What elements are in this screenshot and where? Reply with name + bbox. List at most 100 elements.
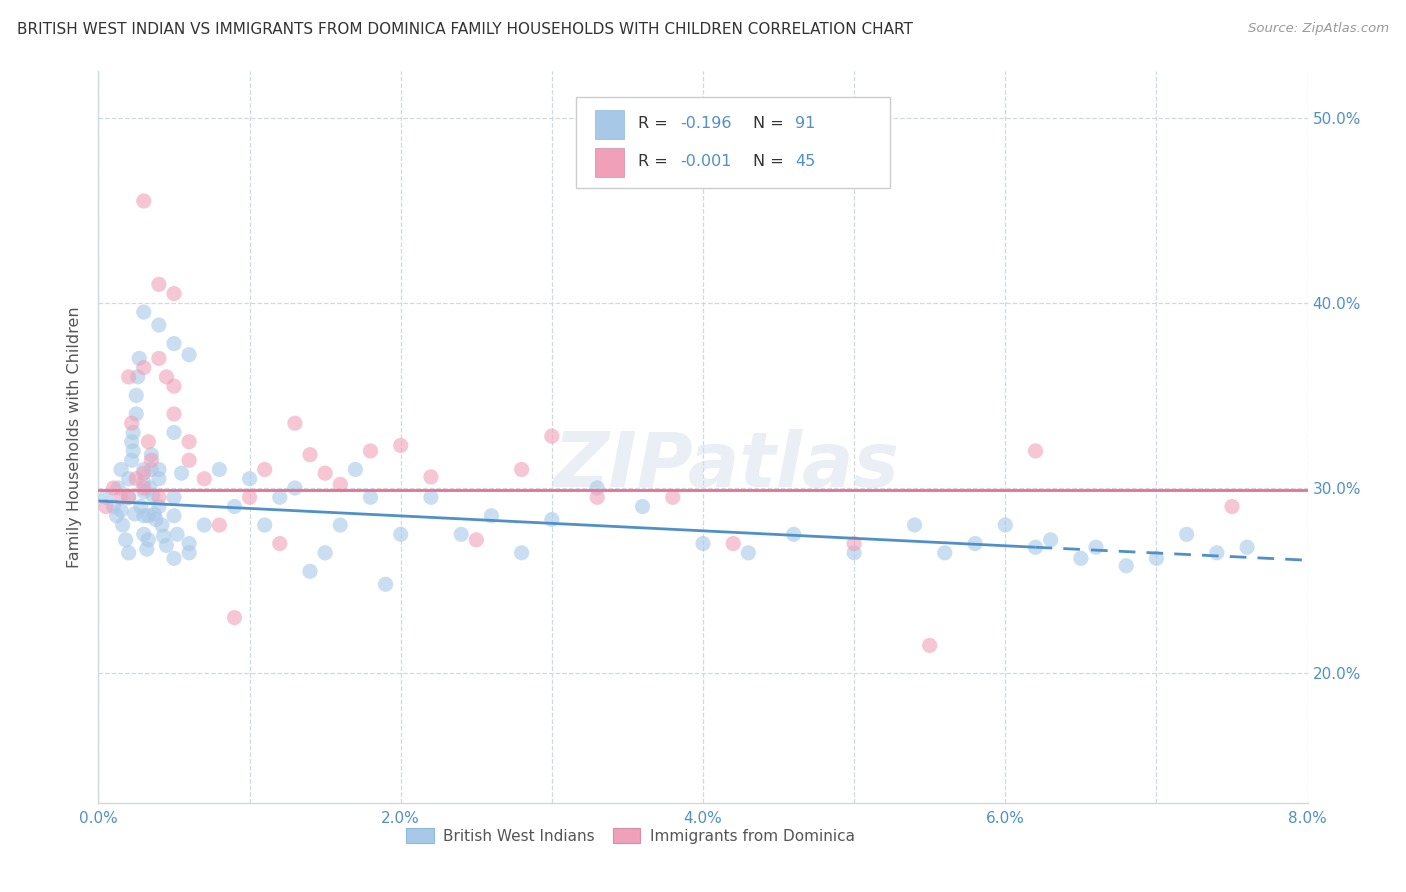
Point bbox=[152, 529, 174, 543]
Point bbox=[450, 527, 472, 541]
Point bbox=[155, 538, 177, 552]
Text: 45: 45 bbox=[794, 153, 815, 169]
Point bbox=[132, 194, 155, 208]
Text: Source: ZipAtlas.com: Source: ZipAtlas.com bbox=[1249, 22, 1389, 36]
Point bbox=[132, 462, 155, 476]
Point bbox=[141, 462, 163, 476]
Point bbox=[360, 490, 382, 504]
Point bbox=[299, 448, 322, 462]
Point bbox=[994, 518, 1017, 533]
Point bbox=[136, 533, 159, 547]
Point bbox=[420, 470, 443, 484]
Point bbox=[344, 462, 367, 476]
Point bbox=[132, 508, 155, 523]
Point bbox=[692, 536, 714, 550]
Point bbox=[918, 639, 941, 653]
Point bbox=[631, 500, 654, 514]
Point bbox=[124, 507, 146, 521]
Point bbox=[163, 336, 186, 351]
Point bbox=[540, 429, 562, 443]
Legend: British West Indians, Immigrants from Dominica: British West Indians, Immigrants from Do… bbox=[401, 822, 860, 850]
Point bbox=[934, 546, 956, 560]
Point bbox=[586, 490, 609, 504]
Point bbox=[1085, 541, 1108, 555]
Point bbox=[965, 536, 987, 550]
Text: N =: N = bbox=[752, 116, 789, 131]
Point bbox=[1146, 551, 1168, 566]
Point bbox=[111, 518, 134, 533]
Point bbox=[139, 481, 162, 495]
Point bbox=[253, 462, 276, 476]
Point bbox=[170, 466, 193, 480]
Point bbox=[118, 370, 141, 384]
Point bbox=[135, 542, 157, 557]
FancyBboxPatch shape bbox=[576, 97, 890, 188]
Point bbox=[253, 518, 276, 533]
Point bbox=[163, 425, 186, 440]
Point bbox=[329, 518, 352, 533]
Point bbox=[166, 527, 188, 541]
Point bbox=[374, 577, 396, 591]
Point bbox=[299, 565, 322, 579]
Point bbox=[163, 508, 186, 523]
Text: N =: N = bbox=[752, 153, 789, 169]
Point bbox=[389, 527, 412, 541]
Point bbox=[224, 610, 246, 624]
Point bbox=[239, 472, 262, 486]
Point bbox=[118, 546, 141, 560]
Point bbox=[132, 475, 155, 490]
Point bbox=[1025, 444, 1047, 458]
Point bbox=[118, 472, 141, 486]
Point bbox=[155, 370, 177, 384]
Point bbox=[389, 438, 412, 452]
Point bbox=[1025, 541, 1047, 555]
Point bbox=[284, 416, 307, 430]
Point bbox=[141, 453, 163, 467]
Point bbox=[540, 512, 562, 526]
Point bbox=[136, 508, 159, 523]
Point bbox=[114, 533, 136, 547]
Point bbox=[1039, 533, 1062, 547]
Point bbox=[94, 500, 117, 514]
Point bbox=[110, 503, 132, 517]
Point bbox=[110, 490, 132, 504]
Point bbox=[269, 490, 291, 504]
Point bbox=[148, 472, 170, 486]
Point bbox=[107, 481, 129, 495]
Text: -0.196: -0.196 bbox=[681, 116, 731, 131]
Point bbox=[360, 444, 382, 458]
Point bbox=[125, 407, 148, 421]
Point bbox=[163, 490, 186, 504]
Point bbox=[510, 546, 533, 560]
Point bbox=[1236, 541, 1258, 555]
Text: R =: R = bbox=[638, 153, 672, 169]
Point bbox=[132, 360, 155, 375]
Point bbox=[163, 286, 186, 301]
Point bbox=[224, 500, 246, 514]
Point bbox=[150, 518, 173, 533]
Point bbox=[142, 488, 165, 502]
Point bbox=[110, 462, 132, 476]
Point bbox=[179, 536, 201, 550]
Text: -0.001: -0.001 bbox=[681, 153, 731, 169]
Point bbox=[1220, 500, 1243, 514]
Point bbox=[141, 448, 163, 462]
FancyBboxPatch shape bbox=[595, 110, 624, 139]
Point bbox=[148, 277, 170, 292]
Point bbox=[148, 500, 170, 514]
Point bbox=[121, 434, 143, 449]
Point bbox=[586, 481, 609, 495]
Point bbox=[125, 388, 148, 402]
Point bbox=[148, 318, 170, 332]
Point bbox=[125, 472, 148, 486]
Point bbox=[148, 462, 170, 476]
Point bbox=[143, 507, 166, 521]
Point bbox=[128, 351, 150, 366]
Point bbox=[661, 490, 683, 504]
Y-axis label: Family Households with Children: Family Households with Children bbox=[67, 306, 83, 568]
Point bbox=[118, 490, 141, 504]
Point bbox=[94, 490, 117, 504]
Point bbox=[510, 462, 533, 476]
Point bbox=[132, 527, 155, 541]
Point bbox=[844, 536, 866, 550]
